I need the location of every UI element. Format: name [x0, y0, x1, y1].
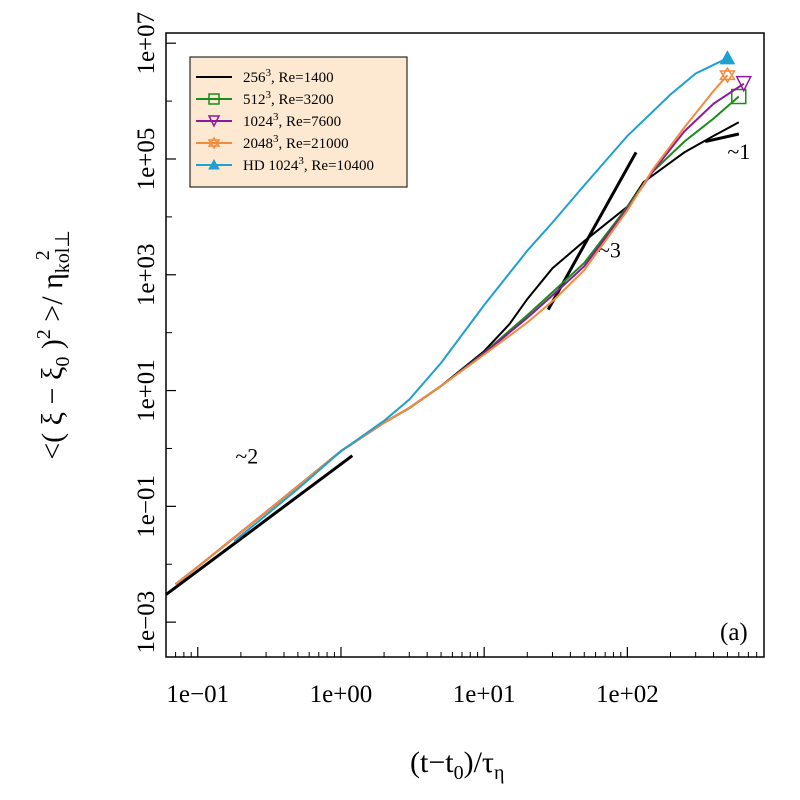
y-tick-label: 1e+01 [133, 359, 160, 422]
triangle-up-marker [208, 158, 220, 170]
legend-label-main: 256 [243, 70, 266, 86]
legend-label-main: 1024 [243, 114, 274, 130]
y-tick-label: 1e+03 [133, 243, 160, 306]
legend-label-rest: , Re=7600 [279, 114, 342, 130]
y-axis-title: <( ξ − ξ0 )2 >/ ηkol⊥2 [32, 230, 74, 460]
legend-label-main: 2048 [243, 136, 273, 152]
legend-label-sup: 3 [273, 133, 279, 145]
y-tick-label: 1e−03 [133, 591, 160, 654]
y-axis-title-part: <( ξ − ξ [36, 367, 69, 460]
star-marker-part [207, 139, 221, 150]
y-tick-label: 1e+07 [133, 12, 160, 75]
legend-label: 5123, Re=3200 [243, 89, 334, 108]
triangle-down-marker [207, 115, 221, 128]
star-marker [719, 66, 736, 84]
legend-label-sup: 3 [273, 111, 279, 123]
triangle-up-marker [719, 50, 736, 65]
triangle-down-marker [735, 75, 752, 93]
legend-label-main: 512 [243, 92, 266, 108]
square-marker [208, 93, 220, 105]
y-axis-title-part: >/ η [36, 273, 69, 329]
reference-slopes: ~2~3~1 [165, 132, 750, 596]
square-marker [731, 88, 747, 105]
x-axis-title-sub: η [494, 762, 504, 784]
legend-label: 20483, Re=21000 [243, 133, 349, 152]
x-axis-title: (t−t0)/τη [410, 746, 504, 784]
slope-line [165, 454, 354, 596]
data-series [174, 50, 752, 586]
y-axis-title-part: ) [36, 339, 69, 357]
series-line [174, 121, 740, 586]
star-marker-part [207, 136, 221, 147]
series-line [233, 57, 728, 542]
series-line [705, 133, 740, 143]
legend-label-rest: , Re=1400 [271, 70, 334, 86]
axis-ticks: 1e−01 1e+00 1e+01 1e+021e−031e−011e+011e+03… [133, 12, 765, 708]
x-axis-title-part: (t−t [410, 746, 454, 779]
legend-label-rest: , Re=21000 [279, 136, 349, 152]
y-axis-title-sub: 0 [52, 357, 74, 367]
y-axis-title-sup: 2 [33, 329, 55, 339]
y-axis-title-sup: 2 [32, 250, 54, 260]
legend-label-rest: , Re=3200 [271, 92, 334, 108]
x-tick-label: 1e+02 [596, 681, 659, 708]
y-axis-title-sub: kol⊥ [52, 230, 74, 273]
slope-label: ~1 [727, 139, 750, 164]
series-line [174, 74, 729, 586]
legend-label-main: HD 1024 [243, 158, 299, 174]
star-marker-part [719, 66, 736, 81]
x-tick-label: 1e−01 [166, 681, 229, 708]
y-tick-label: 1e−01 [133, 475, 160, 538]
x-axis-title-part: )/τ [464, 746, 494, 779]
x-axis-title-sub: 0 [454, 762, 464, 784]
legend-label: 10243, Re=7600 [243, 111, 341, 130]
slope-label: ~2 [235, 443, 258, 468]
legend-label: HD 10243, Re=10400 [243, 155, 374, 174]
legend-label: 2563, Re=1400 [243, 67, 334, 86]
legend-label-sup: 3 [266, 67, 272, 79]
legend-label-rest: , Re=10400 [304, 158, 374, 174]
legend-label-sup: 3 [298, 155, 304, 167]
x-tick-label: 1e+01 [453, 681, 516, 708]
star-marker-part [719, 70, 736, 84]
legend-label-sup: 3 [266, 89, 272, 101]
star-marker [207, 136, 221, 150]
y-tick-label: 1e+05 [133, 128, 160, 191]
x-tick-label: 1e+00 [310, 681, 373, 708]
panel-label: (a) [720, 619, 748, 646]
plot-frame [165, 32, 765, 658]
